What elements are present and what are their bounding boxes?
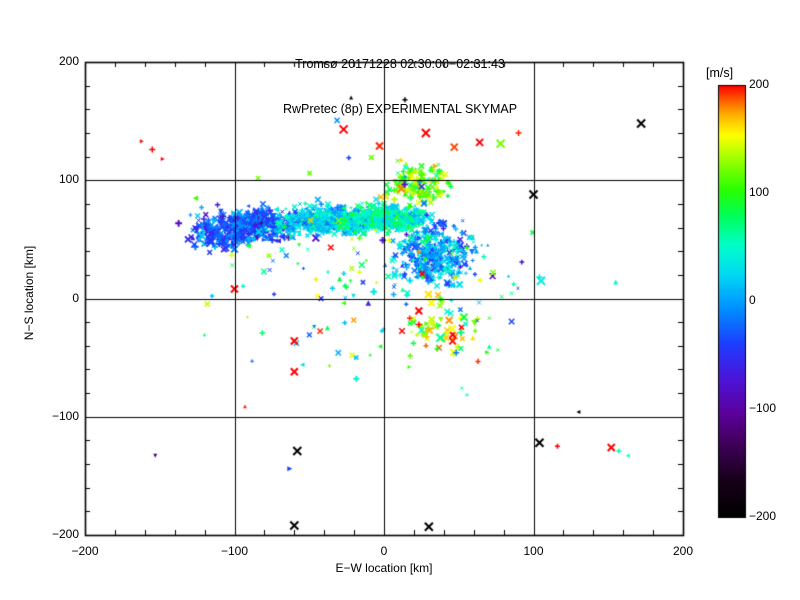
y-tick-label: 0 bbox=[72, 290, 79, 305]
x-tick-label: 0 bbox=[380, 544, 388, 558]
x-tick-label: −100 bbox=[220, 544, 249, 558]
colorbar-tick-label: −200 bbox=[749, 509, 777, 523]
y-tick-label: −100 bbox=[51, 408, 79, 423]
colorbar-tick-label: 100 bbox=[749, 185, 770, 199]
colorbar-tick-label: 200 bbox=[749, 77, 770, 91]
colorbar-tick-label: 0 bbox=[749, 293, 756, 307]
x-tick-label: 200 bbox=[672, 544, 694, 558]
y-tick-label: 100 bbox=[58, 172, 79, 187]
y-tick-label: 200 bbox=[58, 54, 79, 68]
x-tick-label: 100 bbox=[523, 544, 544, 558]
y-tick-label: −200 bbox=[51, 527, 79, 541]
colorbar-tick-label: −100 bbox=[749, 401, 777, 415]
x-tick-label: −200 bbox=[71, 544, 99, 558]
